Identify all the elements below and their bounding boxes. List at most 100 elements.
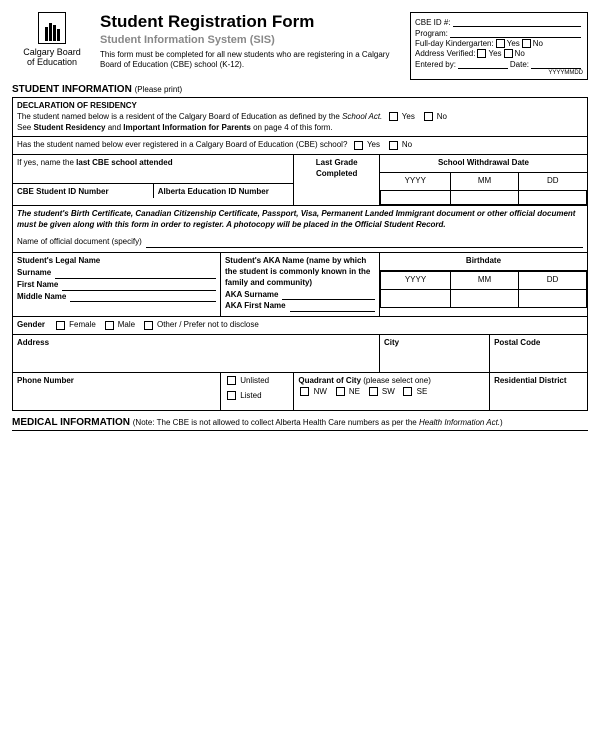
aka-first-field[interactable] (290, 302, 375, 312)
addr-no-checkbox[interactable] (504, 49, 513, 58)
phone-label: Phone Number (17, 376, 216, 387)
address-cell: Address (13, 334, 380, 372)
listed-cell: Unlisted Listed (220, 372, 293, 410)
form-subtitle: Student Information System (SIS) (100, 34, 402, 46)
city-field[interactable] (384, 349, 485, 369)
last-school-cell: If yes, name the last CBE school attende… (13, 155, 294, 206)
birth-mm-field[interactable] (451, 289, 519, 307)
prev-no-checkbox[interactable] (389, 141, 398, 150)
postal-field[interactable] (494, 349, 583, 369)
stamp-cbeid-field[interactable] (453, 17, 581, 27)
postal-cell: Postal Code (490, 334, 588, 372)
form-table: DECLARATION OF RESIDENCY The student nam… (12, 97, 588, 411)
phone-cell: Phone Number (13, 372, 221, 410)
office-stamp: CBE ID #: Program: Full-day Kindergarten… (410, 12, 588, 80)
form-blurb: This form must be completed for all new … (100, 50, 402, 70)
aka-head: Student's AKA Name (name by which the st… (225, 256, 375, 288)
org-name-2: of Education (12, 58, 92, 68)
first-field[interactable] (62, 281, 216, 291)
aka-name-cell: Student's AKA Name (name by which the st… (220, 253, 379, 317)
fdk-yes-checkbox[interactable] (496, 39, 505, 48)
title-block: Student Registration Form Student Inform… (100, 12, 402, 80)
gender-cell: Gender Female Male Other / Prefer not to… (13, 317, 588, 335)
ab-id-label: Alberta Education ID Number (158, 187, 269, 196)
residency-line1: The student named below is a resident of… (17, 112, 583, 123)
stamp-date-hint: YYYYMMDD (415, 70, 583, 76)
docs-notice: The student's Birth Certificate, Canadia… (17, 209, 583, 231)
student-info-heading: STUDENT INFORMATION (Please print) (12, 84, 588, 95)
withdraw-dd[interactable]: DD (519, 173, 587, 190)
surname-label: Surname (17, 268, 51, 279)
withdraw-label: School Withdrawal Date (379, 155, 587, 173)
legal-name-head: Student's Legal Name (17, 256, 216, 267)
res-district-cell: Residential District (490, 372, 588, 410)
aka-surname-field[interactable] (282, 290, 375, 300)
stamp-entered-label: Entered by: (415, 60, 456, 69)
ne-checkbox[interactable] (336, 387, 345, 396)
medical-heading: MEDICAL INFORMATION (Note: The CBE is no… (12, 417, 588, 428)
quadrant-label: Quadrant of City (298, 376, 361, 385)
withdraw-yyyy[interactable]: YYYY (380, 173, 450, 190)
withdraw-date-cell: YYYYMMDD (379, 172, 587, 205)
aka-first-label: AKA First Name (225, 301, 286, 312)
header: Calgary Board of Education Student Regis… (12, 12, 588, 80)
stamp-entered-field[interactable] (458, 59, 508, 69)
birth-dd[interactable]: DD (519, 271, 587, 289)
stamp-cbeid-label: CBE ID #: (415, 18, 451, 27)
surname-field[interactable] (55, 269, 216, 279)
docs-cell: The student's Birth Certificate, Canadia… (13, 205, 588, 252)
withdraw-mm-field[interactable] (451, 190, 519, 204)
withdraw-mm[interactable]: MM (451, 173, 519, 190)
middle-label: Middle Name (17, 292, 66, 303)
docs-specify-label: Name of official document (specify) (17, 237, 142, 248)
gender-head: Gender (17, 320, 45, 329)
resident-no-checkbox[interactable] (424, 112, 433, 121)
city-cell: City (379, 334, 489, 372)
gender-other-checkbox[interactable] (144, 321, 153, 330)
last-grade-label: Last Grade Completed (294, 155, 380, 206)
prev-yes-checkbox[interactable] (354, 141, 363, 150)
gender-male-checkbox[interactable] (105, 321, 114, 330)
resident-yes-checkbox[interactable] (389, 112, 398, 121)
nw-checkbox[interactable] (300, 387, 309, 396)
docs-specify-field[interactable] (146, 238, 583, 248)
middle-field[interactable] (70, 292, 216, 302)
postal-label: Postal Code (494, 338, 583, 349)
birth-yyyy[interactable]: YYYY (380, 271, 450, 289)
residency-head: DECLARATION OF RESIDENCY (17, 101, 583, 112)
addr-yes-checkbox[interactable] (477, 49, 486, 58)
address-label: Address (17, 338, 375, 349)
res-district-field[interactable] (494, 387, 583, 407)
birthdate-head: Birthdate (380, 253, 587, 271)
res-district-label: Residential District (494, 376, 583, 387)
stamp-date-label: Date: (510, 60, 529, 69)
quadrant-cell: Quadrant of City (please select one) NW … (294, 372, 490, 410)
city-label: City (384, 338, 485, 349)
birth-dd-field[interactable] (519, 289, 587, 307)
birth-yyyy-field[interactable] (380, 289, 450, 307)
phone-field[interactable] (17, 387, 216, 407)
form-title: Student Registration Form (100, 12, 402, 32)
prev-reg-cell: Has the student named below ever registe… (13, 137, 588, 155)
se-checkbox[interactable] (403, 387, 412, 396)
birth-mm[interactable]: MM (451, 271, 519, 289)
gender-female-checkbox[interactable] (56, 321, 65, 330)
residency-line2: See Student Residency and Important Info… (17, 123, 583, 134)
sw-checkbox[interactable] (369, 387, 378, 396)
stamp-addr-label: Address Verified: (415, 49, 475, 58)
stamp-date-field[interactable] (531, 59, 581, 69)
fdk-no-checkbox[interactable] (522, 39, 531, 48)
listed-checkbox[interactable] (227, 391, 236, 400)
address-field[interactable] (17, 349, 375, 369)
stamp-program-field[interactable] (450, 28, 581, 38)
withdraw-dd-field[interactable] (519, 190, 587, 204)
logo-icon (38, 12, 66, 44)
cbe-id-label: CBE Student ID Number (17, 187, 109, 196)
unlisted-checkbox[interactable] (227, 376, 236, 385)
withdraw-yyyy-field[interactable] (380, 190, 450, 204)
stamp-program-label: Program: (415, 29, 448, 38)
residency-cell: DECLARATION OF RESIDENCY The student nam… (13, 98, 588, 137)
birthdate-cell: Birthdate YYYYMMDD (379, 253, 587, 317)
first-label: First Name (17, 280, 58, 291)
legal-name-cell: Student's Legal Name Surname First Name … (13, 253, 221, 317)
